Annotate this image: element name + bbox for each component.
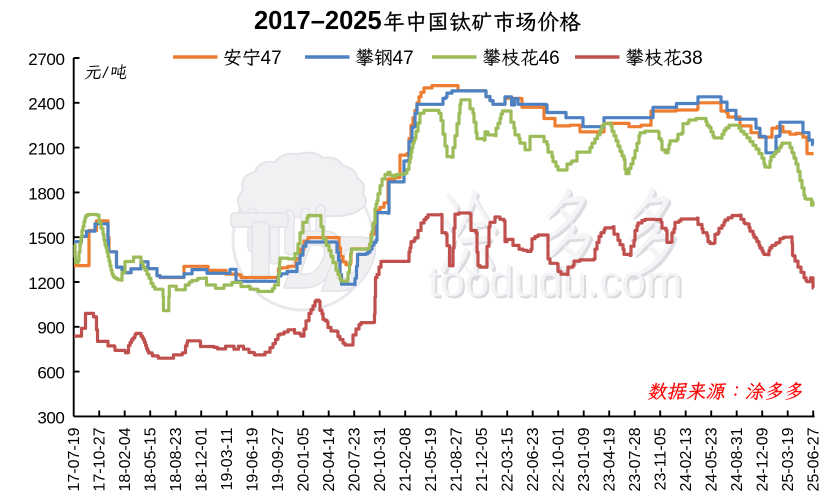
svg-text:17-10-27: 17-10-27 [92,427,109,491]
svg-text:21-08-27: 21-08-27 [449,427,466,491]
svg-text:25-06-27: 25-06-27 [806,427,823,491]
svg-text:300: 300 [37,408,64,427]
svg-text:21-12-05: 21-12-05 [474,427,491,491]
svg-text:24-12-09: 24-12-09 [755,427,772,491]
svg-text:19-09-27: 19-09-27 [270,427,287,491]
svg-text:21-02-08: 21-02-08 [398,427,415,491]
svg-text:24-02-13: 24-02-13 [678,427,695,491]
svg-text:2700: 2700 [28,50,64,69]
svg-text:19-06-19: 19-06-19 [245,427,262,491]
svg-text:17-07-19: 17-07-19 [66,427,83,491]
svg-text:23-04-19: 23-04-19 [602,427,619,491]
svg-text:38: 38 [682,48,703,69]
svg-text:46: 46 [539,48,560,69]
svg-text:1200: 1200 [28,274,64,293]
svg-text:25-03-19: 25-03-19 [780,427,797,491]
svg-text:22-06-23: 22-06-23 [525,427,542,491]
svg-text:19-03-11: 19-03-11 [219,427,236,490]
svg-text:1800: 1800 [28,184,64,203]
svg-text:20-04-14: 20-04-14 [321,427,338,491]
svg-text:23-01-09: 23-01-09 [576,427,593,491]
svg-text:22-10-01: 22-10-01 [551,427,568,491]
svg-text:2100: 2100 [28,140,64,159]
svg-text:900: 900 [37,319,64,338]
svg-text:20-01-05: 20-01-05 [296,427,313,491]
svg-text:600: 600 [37,364,64,383]
svg-text:2400: 2400 [28,95,64,114]
svg-text:24-08-31: 24-08-31 [729,427,746,491]
svg-text:20-10-31: 20-10-31 [372,427,389,491]
svg-text:18-05-15: 18-05-15 [143,427,160,491]
svg-text:23-11-05: 23-11-05 [653,427,670,490]
svg-text:47: 47 [393,48,414,69]
svg-text:1500: 1500 [28,229,64,248]
svg-text:18-08-23: 18-08-23 [168,427,185,491]
svg-text:18-02-04: 18-02-04 [117,427,134,491]
svg-text:/: / [102,65,109,82]
svg-text:23-07-28: 23-07-28 [627,427,644,491]
svg-text:toodudu.com: toodudu.com [428,257,682,306]
svg-text:20-07-23: 20-07-23 [347,427,364,491]
svg-text:18-12-01: 18-12-01 [194,427,211,491]
svg-text:21-05-19: 21-05-19 [423,427,440,491]
svg-text:2017–2025: 2017–2025 [254,7,382,35]
svg-text:47: 47 [261,48,282,69]
svg-text:24-05-23: 24-05-23 [704,427,721,491]
svg-text:22-03-15: 22-03-15 [500,427,517,491]
